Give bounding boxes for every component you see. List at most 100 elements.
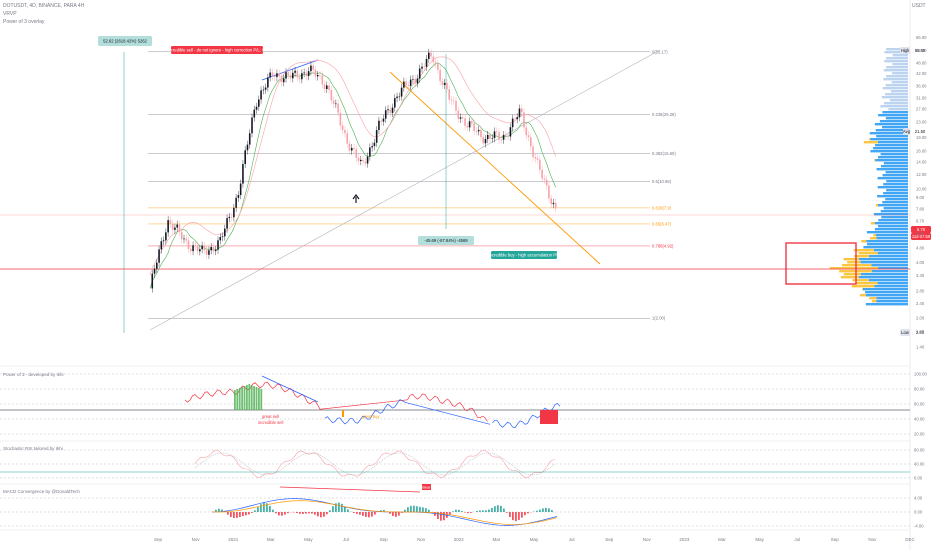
macd-hist-bar [374, 512, 376, 515]
macd-hist-bar [230, 512, 232, 517]
vp-bar-blue [869, 132, 908, 135]
candle-body [305, 72, 308, 77]
macd-hist-bar [245, 512, 247, 516]
candle-body [518, 108, 521, 118]
candle-body [554, 202, 557, 209]
vp-bar-blue [883, 207, 908, 210]
vp-bar-blue [871, 264, 908, 267]
candle-body [414, 79, 416, 84]
macd-hist-bar [404, 509, 406, 512]
macd-hist-bar [440, 512, 442, 521]
candle-body [176, 224, 178, 228]
y-tick-label: 10.00 [916, 186, 927, 191]
macd-hist-bar [515, 512, 517, 522]
x-tick-label: Nov [643, 537, 652, 542]
vp-bar-blue [874, 228, 908, 231]
vp-bar-blue [871, 270, 908, 273]
candle-body [237, 195, 240, 198]
great-sell-label: great sell [262, 414, 279, 419]
vp-bar-blue [876, 237, 908, 240]
candle-body [267, 77, 269, 88]
vp-bar-yellow [863, 141, 878, 144]
power-red-block [540, 410, 558, 424]
vp-bar-blue [883, 183, 908, 186]
macd-hist-bar [239, 512, 241, 517]
candle-body [484, 139, 487, 144]
candle-body [328, 85, 330, 91]
candle-body [403, 81, 405, 88]
vp-bar-yellow [842, 264, 872, 267]
candle-body [496, 131, 498, 133]
x-tick-label: May [304, 537, 313, 542]
candle-body [153, 268, 156, 274]
vp-bar-blue [876, 297, 908, 300]
candle-body [387, 109, 389, 111]
y-tick-label: 7.80 [916, 206, 925, 211]
candle-body [405, 81, 407, 86]
candle-body [350, 147, 353, 151]
candle-body [194, 245, 197, 246]
candle-body [357, 157, 360, 162]
high-tag-bg [900, 47, 910, 54]
candle-body [468, 121, 471, 128]
candle-body [285, 72, 287, 79]
candle-body [450, 99, 453, 101]
vp-bar-blue [870, 138, 908, 141]
macd-hist-bar [272, 509, 274, 512]
x-tick-label: Nov [192, 537, 201, 542]
candle-body [239, 183, 242, 196]
candle-body [507, 135, 509, 137]
macd-hist-bar [248, 512, 250, 515]
macd-divergence-line [279, 486, 421, 493]
vp-bar-blue [865, 303, 908, 306]
vp-bar-blue [866, 231, 908, 234]
macd-hist-bar [497, 505, 499, 512]
candle-body [466, 125, 469, 128]
candle-body [151, 273, 154, 289]
macd-hist-bar [308, 512, 310, 514]
macd-div-tag-bg [422, 484, 431, 490]
candles [151, 48, 557, 293]
candle-body [482, 137, 484, 144]
macd-hist-bar [410, 505, 412, 512]
candle-body [409, 79, 412, 86]
vp-bar-blue [891, 81, 908, 84]
measure-up-label: 52.62 (2618.42%) 5262 [103, 39, 147, 44]
candle-body [301, 73, 303, 80]
candle-body [230, 216, 233, 218]
vp-bar-yellow [870, 237, 877, 240]
vp-bar-blue [882, 87, 908, 90]
candle-body [276, 73, 278, 77]
macd-hist-bar [251, 512, 253, 513]
candle-body [371, 146, 373, 148]
vp-bar-blue [882, 126, 908, 129]
candle-body [156, 262, 158, 269]
y-tick-label: -4.00 [914, 524, 924, 529]
candle-body [400, 87, 403, 97]
candle-body [428, 52, 430, 59]
macd-hist-bar [356, 512, 358, 514]
macd-hist-bar [383, 509, 385, 512]
candle-body [174, 227, 176, 230]
macd-hist-bar [233, 512, 235, 519]
macd-hist-bar [320, 512, 322, 518]
power-green-bar [260, 389, 263, 410]
candle-body [165, 232, 167, 241]
macd-hist-bar [548, 508, 550, 512]
power-divergence-line [261, 375, 319, 403]
power-orange-bar [342, 410, 344, 417]
fib-label: 0.786(4.92) [652, 243, 674, 248]
macd-hist-bar [389, 512, 391, 514]
x-tick-label: Mar [267, 537, 275, 542]
macd-hist-bar [452, 511, 454, 512]
candle-body [446, 82, 448, 90]
vp-bar-blue [880, 165, 908, 168]
macd-hist-bar [398, 512, 400, 516]
y-tick-label: 2.80 [916, 289, 925, 294]
candle-body [289, 74, 292, 79]
macd-hist-bar [416, 506, 418, 512]
candle-body [310, 65, 312, 72]
vp-bar-blue [866, 240, 908, 243]
low-price-bg [911, 329, 929, 336]
y-tick-label: 31.00 [916, 96, 927, 101]
